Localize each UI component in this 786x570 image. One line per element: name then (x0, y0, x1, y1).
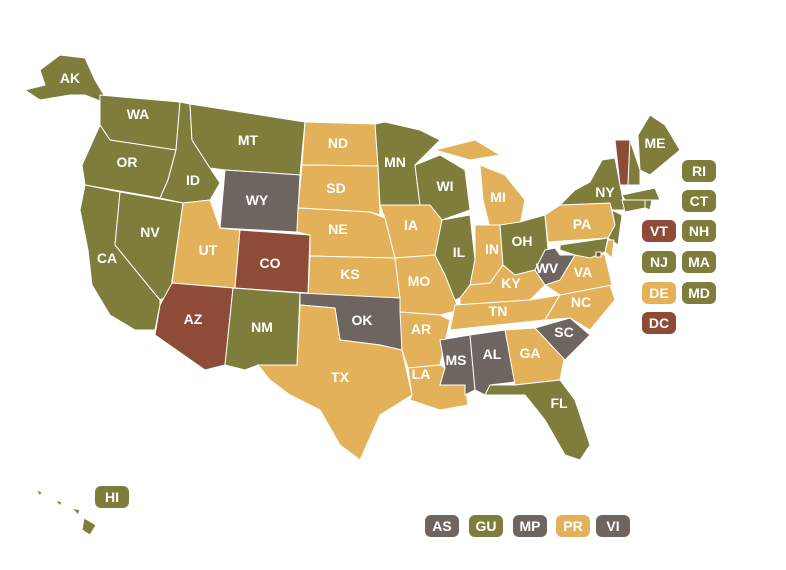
state-label: MT (238, 132, 259, 148)
state (407, 364, 469, 411)
state (433, 139, 502, 161)
state-label: WY (246, 192, 269, 208)
state-label: KS (340, 266, 359, 282)
state-badge (682, 220, 716, 242)
state-label: MD (688, 285, 710, 301)
state-label: CO (260, 255, 281, 271)
state-label: WI (436, 178, 453, 194)
state-label: NV (140, 224, 160, 240)
state-label: FL (550, 395, 568, 411)
territory-badge (469, 515, 503, 537)
state (81, 517, 97, 536)
state (534, 317, 591, 361)
territory-badge (425, 515, 459, 537)
state-label: SC (554, 324, 573, 340)
state-badge (682, 160, 716, 182)
state-label: NM (251, 319, 273, 335)
state-label: MI (490, 189, 506, 205)
state-label: OH (512, 233, 533, 249)
state (627, 139, 641, 186)
state-label: WV (536, 260, 559, 276)
state-label: DE (649, 285, 668, 301)
state-label: AR (411, 321, 431, 337)
state-label: MA (688, 254, 710, 270)
state-label: MO (408, 273, 431, 289)
state-badge (682, 190, 716, 212)
territory-label: GU (476, 518, 497, 534)
state-label: DC (649, 315, 669, 331)
state-label: WA (127, 106, 150, 122)
territory-label: AS (432, 518, 451, 534)
state (256, 304, 413, 461)
state-label: VT (650, 223, 668, 239)
state (621, 187, 661, 201)
state-label: RI (692, 163, 706, 179)
state-label: KY (501, 275, 521, 291)
state-label: PA (573, 216, 591, 232)
state-label: GA (520, 345, 541, 361)
state-label: CT (690, 193, 709, 209)
state-badge (682, 282, 716, 304)
state-label: TX (331, 369, 350, 385)
state-badge (95, 486, 129, 508)
state (534, 247, 576, 286)
state-label: VA (574, 264, 592, 280)
territory-label: MP (520, 518, 541, 534)
state-label: IL (453, 244, 466, 260)
state-label: AK (60, 70, 80, 86)
state-badge (642, 220, 676, 242)
state-label: UT (199, 242, 218, 258)
state (414, 154, 471, 221)
state-label: IA (404, 217, 418, 233)
state (34, 489, 43, 497)
state-label: OK (352, 312, 373, 328)
state-label: MN (384, 154, 406, 170)
state-label: ID (186, 172, 200, 188)
state-label: AL (483, 346, 502, 362)
state-label: HI (105, 489, 119, 505)
state-label: MS (446, 352, 467, 368)
state-label: SD (326, 180, 345, 196)
state-badge (642, 251, 676, 273)
state-label: OR (117, 154, 138, 170)
state-label: AZ (184, 311, 203, 327)
state-badge (642, 312, 676, 334)
state (644, 199, 653, 211)
state (70, 507, 81, 516)
state (53, 499, 63, 507)
state-label: CA (97, 250, 117, 266)
territory-label: PR (563, 518, 582, 534)
territory-label: VI (606, 518, 619, 534)
state-badge (682, 251, 716, 273)
state-label: ME (645, 135, 666, 151)
state-label: NJ (650, 254, 668, 270)
state-label: NH (689, 223, 709, 239)
state-label: LA (412, 366, 431, 382)
state-badge (642, 282, 676, 304)
state (621, 199, 646, 213)
state (23, 54, 112, 107)
state-label: ND (328, 135, 348, 151)
state-label: TN (489, 303, 508, 319)
state (595, 251, 602, 258)
state (484, 379, 591, 461)
territory-badge (513, 515, 547, 537)
state-label: NY (595, 184, 615, 200)
state-label: NE (328, 221, 347, 237)
territory-badge (596, 515, 630, 537)
state-label: NC (571, 294, 591, 310)
state (558, 157, 626, 211)
territory-badge (556, 515, 590, 537)
state-label: IN (485, 241, 499, 257)
